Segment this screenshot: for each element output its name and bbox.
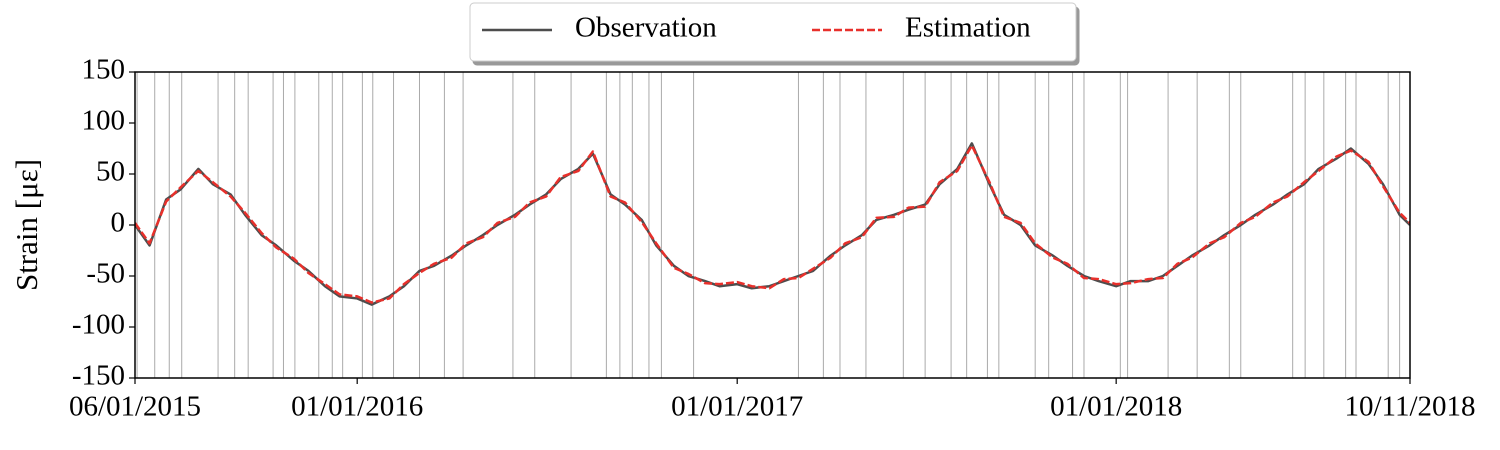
- legend-label: Observation: [575, 12, 717, 44]
- y-tick-label: -150: [72, 360, 125, 392]
- y-tick-label: 50: [96, 156, 125, 188]
- axes: -150 -100 -50 0 50 100 150 06/01/2015 01/01/2016…: [69, 54, 1476, 423]
- legend: Observation Estimation: [469, 2, 1077, 62]
- y-tick-label: -50: [86, 258, 125, 290]
- x-tick-label: 01/01/2018: [1050, 391, 1182, 423]
- y-tick-label: 150: [82, 54, 126, 86]
- y-tick-label: 100: [82, 105, 126, 137]
- x-tick-label: 01/01/2017: [671, 391, 803, 423]
- event-lines: [136, 72, 1401, 378]
- y-tick-label: 0: [111, 207, 126, 239]
- series-line: [135, 142, 1410, 306]
- y-tick-label: -100: [72, 309, 125, 341]
- legend-box: [469, 2, 1077, 62]
- legend-label: Estimation: [905, 12, 1031, 44]
- plot-frame: [134, 71, 1411, 379]
- y-axis-label: Strain [με]: [9, 159, 44, 291]
- x-tick-label: 10/11/2018: [1344, 391, 1475, 423]
- series-line: [135, 144, 1410, 304]
- x-tick-label: 01/01/2016: [291, 391, 423, 423]
- x-tick-label: 06/01/2015: [69, 391, 201, 423]
- series-lines: [135, 142, 1410, 306]
